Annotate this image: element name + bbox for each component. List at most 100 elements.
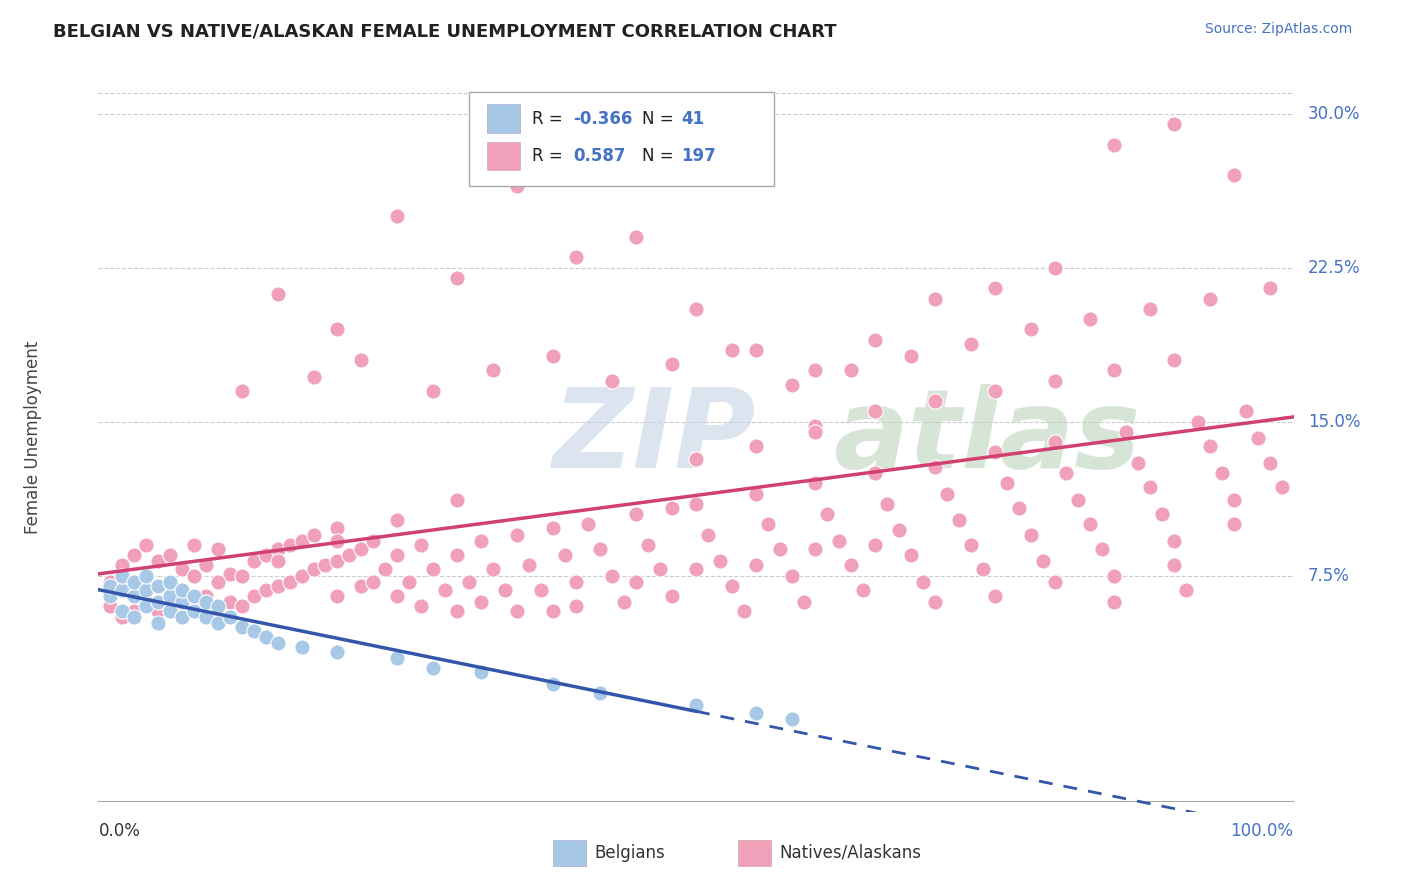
Point xyxy=(124,574,146,589)
Text: 22.5%: 22.5% xyxy=(1308,259,1361,277)
Point xyxy=(589,686,612,700)
Point xyxy=(458,574,481,589)
Text: Natives/Alaskans: Natives/Alaskans xyxy=(780,844,921,862)
Point xyxy=(626,230,648,244)
Point xyxy=(960,336,983,351)
Point xyxy=(148,579,170,593)
Point xyxy=(1163,117,1185,131)
Point xyxy=(517,558,540,573)
Point xyxy=(481,363,505,377)
Text: R =: R = xyxy=(533,110,568,128)
Point xyxy=(1104,568,1126,582)
Point xyxy=(374,562,396,576)
Point xyxy=(302,562,325,576)
Point xyxy=(411,538,433,552)
Point xyxy=(135,595,157,609)
Text: 7.5%: 7.5% xyxy=(1308,566,1350,584)
Text: -0.366: -0.366 xyxy=(572,110,633,128)
Point xyxy=(267,554,290,568)
Point xyxy=(613,595,636,609)
Point xyxy=(219,595,242,609)
Point xyxy=(661,500,683,515)
Point xyxy=(1115,425,1137,439)
Point xyxy=(135,582,157,597)
Point xyxy=(768,541,790,556)
Point xyxy=(1019,322,1042,336)
Point xyxy=(111,582,134,597)
Point xyxy=(124,589,146,603)
Point xyxy=(446,548,468,562)
Point xyxy=(865,404,887,418)
Point xyxy=(172,595,194,609)
Point xyxy=(1128,456,1150,470)
Point xyxy=(302,527,325,541)
Point xyxy=(98,599,122,614)
Point xyxy=(195,589,218,603)
Text: R =: R = xyxy=(533,147,568,165)
Point xyxy=(685,562,707,576)
Point xyxy=(291,640,314,655)
Point xyxy=(541,349,564,363)
Point xyxy=(865,333,887,347)
Point xyxy=(183,538,205,552)
Point xyxy=(1163,353,1185,368)
Point xyxy=(1043,374,1066,388)
Point xyxy=(1043,435,1066,450)
Text: 0.587: 0.587 xyxy=(572,147,626,165)
Point xyxy=(470,595,492,609)
Point xyxy=(530,582,553,597)
Point xyxy=(1163,558,1185,573)
Point xyxy=(1223,517,1246,532)
Point xyxy=(172,562,194,576)
Point xyxy=(1080,312,1102,326)
Point xyxy=(1080,517,1102,532)
Point xyxy=(470,533,492,548)
FancyBboxPatch shape xyxy=(486,142,520,170)
Point xyxy=(709,554,731,568)
Point xyxy=(756,517,779,532)
Point xyxy=(984,281,1007,295)
Point xyxy=(470,665,492,680)
Point xyxy=(422,661,444,675)
Point xyxy=(1163,533,1185,548)
Point xyxy=(111,603,134,617)
Text: 30.0%: 30.0% xyxy=(1308,104,1361,123)
Point xyxy=(661,357,683,371)
Point xyxy=(506,527,529,541)
FancyBboxPatch shape xyxy=(553,840,586,866)
Point xyxy=(841,363,863,377)
Point xyxy=(1175,582,1198,597)
Point xyxy=(172,582,194,597)
Point xyxy=(1139,480,1161,494)
Point xyxy=(1008,500,1031,515)
Point xyxy=(267,541,290,556)
Point xyxy=(172,603,194,617)
Point xyxy=(900,349,922,363)
FancyBboxPatch shape xyxy=(486,104,520,133)
Point xyxy=(1187,415,1209,429)
Point xyxy=(98,574,122,589)
Point xyxy=(852,582,875,597)
Point xyxy=(350,579,373,593)
Point xyxy=(254,582,277,597)
Point xyxy=(326,521,349,535)
Point xyxy=(685,301,707,316)
Point xyxy=(960,538,983,552)
Point xyxy=(385,650,409,665)
FancyBboxPatch shape xyxy=(470,93,773,186)
Point xyxy=(637,538,659,552)
Point xyxy=(302,369,325,384)
Point xyxy=(745,706,768,721)
Point xyxy=(278,538,301,552)
Point xyxy=(446,492,468,507)
Point xyxy=(876,497,898,511)
Point xyxy=(172,582,194,597)
Point xyxy=(385,513,409,527)
Point xyxy=(1258,281,1281,295)
Point xyxy=(1043,260,1066,275)
Point xyxy=(183,568,205,582)
Point xyxy=(936,486,959,500)
Point xyxy=(1152,507,1174,521)
Point xyxy=(385,210,409,224)
Point xyxy=(363,574,385,589)
